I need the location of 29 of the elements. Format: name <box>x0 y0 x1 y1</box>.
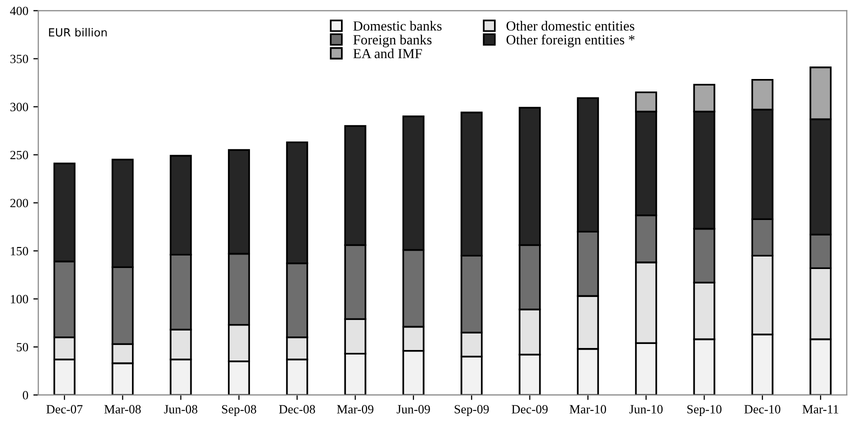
x-tick-label: Mar-09 <box>337 405 374 414</box>
x-tick-label: Jun-09 <box>396 405 430 414</box>
y-tick-label: 150 <box>10 246 28 256</box>
y-tick-label: 350 <box>10 54 28 64</box>
y-axis-title: EUR billion <box>49 28 107 37</box>
y-tick-label: 400 <box>10 6 28 16</box>
x-tick-label: Sep-10 <box>687 405 722 416</box>
x-tick-label: Sep-08 <box>222 405 256 416</box>
legend-label: Domestic banks <box>353 20 442 31</box>
x-tick-label: Dec-09 <box>512 405 548 414</box>
x-tick-label: Jun-10 <box>629 405 663 414</box>
legend-label: Foreign banks <box>353 34 432 48</box>
legend-label: Other foreign entities * <box>506 34 634 48</box>
y-tick-label: 50 <box>16 342 28 352</box>
y-tick-label: 100 <box>10 294 28 304</box>
x-tick-label: Mar-08 <box>104 405 141 414</box>
x-tick-label: Mar-11 <box>802 405 838 414</box>
legend-label: EA and IMF <box>353 48 422 58</box>
y-tick-label: 0 <box>22 391 28 400</box>
y-tick-label: 200 <box>10 198 28 208</box>
x-tick-label: Mar-10 <box>570 405 606 414</box>
x-tick-label: Dec-07 <box>46 405 82 414</box>
y-tick-label: 300 <box>10 102 28 112</box>
legend-label: Other domestic entities <box>506 20 634 31</box>
x-tick-label: Dec-10 <box>744 405 780 414</box>
y-tick-label: 250 <box>10 150 28 160</box>
x-tick-label: Sep-09 <box>454 405 489 416</box>
x-tick-label: Dec-08 <box>279 405 316 414</box>
x-tick-label: Jun-08 <box>164 405 198 414</box>
